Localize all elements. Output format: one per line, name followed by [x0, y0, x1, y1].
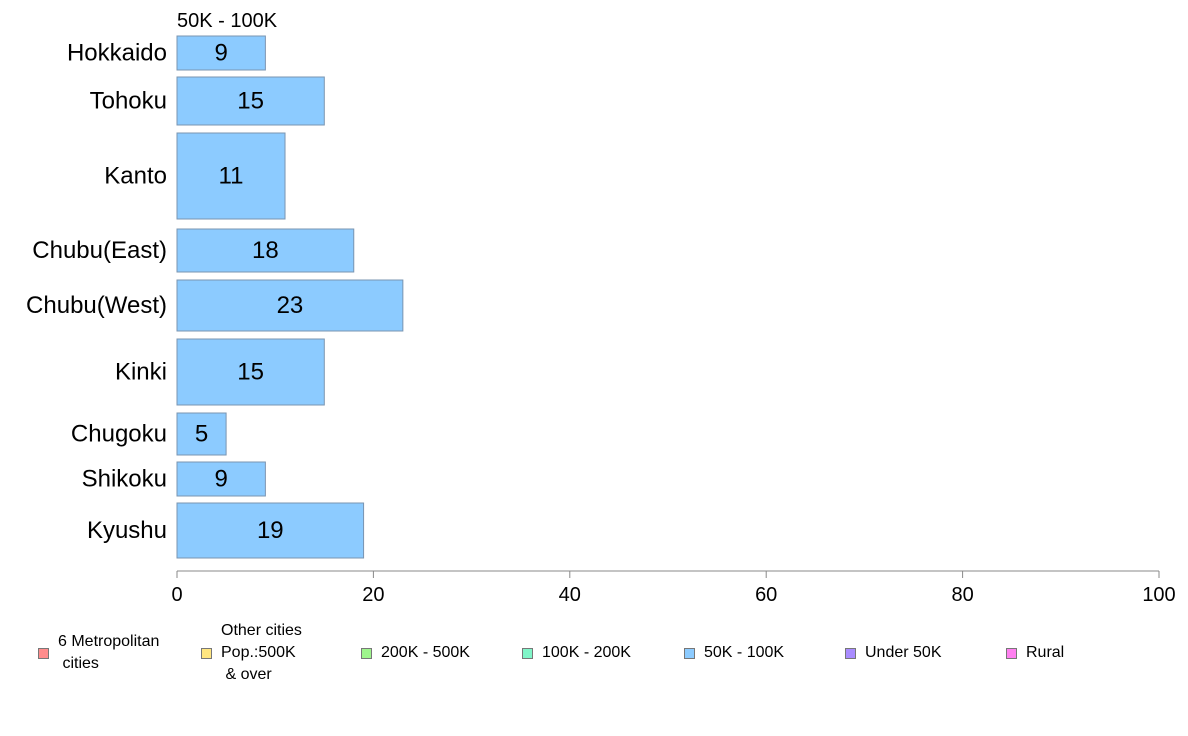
bar-chugoku: [176, 412, 227, 456]
category-label: Chubu(West): [26, 292, 167, 319]
bar-kanto: [176, 132, 286, 220]
category-label: Hokkaido: [67, 39, 167, 66]
category-label: Tohoku: [90, 87, 167, 114]
legend-item: 50K - 100K: [684, 618, 784, 688]
category-label: Kanto: [104, 162, 167, 189]
data-label: 15: [237, 87, 264, 114]
legend-item: Under 50K: [845, 618, 942, 688]
bar-tohoku: [176, 76, 325, 126]
legend-swatch: [361, 647, 372, 659]
data-label: 5: [195, 420, 208, 447]
x-tick-label: 60: [755, 584, 777, 606]
legend-swatch: [684, 647, 695, 659]
legend-label: Other cities Pop.:500K & over: [221, 622, 302, 683]
x-tick-label: 40: [559, 584, 581, 606]
legend-item: 6 Metropolitan cities: [38, 618, 159, 688]
legend-label: Rural: [1026, 644, 1065, 661]
data-label: 23: [277, 292, 304, 319]
bar-chart: 50K - 100K Hokkaido 9 Tohoku 15 Kanto 11 Chubu…: [26, 10, 1176, 606]
category-label: Chubu(East): [32, 237, 167, 264]
bar-chubu-east: [176, 228, 355, 273]
data-label: 18: [252, 237, 279, 264]
legend-swatch: [845, 647, 856, 659]
x-tick-label: 80: [951, 584, 973, 606]
legend-swatch: [38, 647, 49, 659]
legend-swatch: [522, 647, 533, 659]
legend: 6 Metropolitan cities Other cities Pop.:5…: [38, 618, 1158, 688]
bar-kyushu: [176, 502, 365, 559]
legend-item: 100K - 200K: [522, 618, 631, 688]
category-label: Shikoku: [82, 465, 167, 492]
legend-label: 6 Metropolitan cities: [58, 633, 160, 672]
bar-chubu-west: [176, 279, 404, 332]
legend-label: 100K - 200K: [542, 644, 631, 661]
data-label: 11: [219, 162, 244, 189]
legend-item: 200K - 500K: [361, 618, 470, 688]
bar-hokkaido: [176, 35, 266, 71]
x-tick-label: 0: [171, 584, 182, 606]
x-axis: 0 20 40 60 80 100: [171, 570, 1176, 606]
legend-label: 50K - 100K: [704, 644, 785, 661]
legend-label: 200K - 500K: [381, 644, 470, 661]
data-label: 9: [215, 39, 228, 66]
legend-item: Other cities Pop.:500K & over: [201, 618, 302, 688]
bar-kinki: [176, 338, 325, 406]
x-tick-label: 100: [1142, 584, 1175, 606]
category-label: Chugoku: [71, 420, 167, 447]
data-label: 15: [237, 358, 264, 385]
data-label: 19: [257, 517, 284, 544]
category-label: Kinki: [115, 358, 167, 385]
bars-group: Hokkaido 9 Tohoku 15 Kanto 11 Chubu(East) 18 Chu…: [26, 35, 404, 559]
legend-item: Rural: [1006, 618, 1064, 688]
legend-swatch: [1006, 647, 1017, 659]
series-title: 50K - 100K: [177, 10, 278, 32]
category-label: Kyushu: [87, 517, 167, 544]
legend-label: Under 50K: [865, 644, 942, 661]
legend-swatch: [201, 647, 212, 659]
data-label: 9: [215, 465, 228, 492]
x-tick-label: 20: [362, 584, 384, 606]
bar-shikoku: [176, 461, 266, 497]
